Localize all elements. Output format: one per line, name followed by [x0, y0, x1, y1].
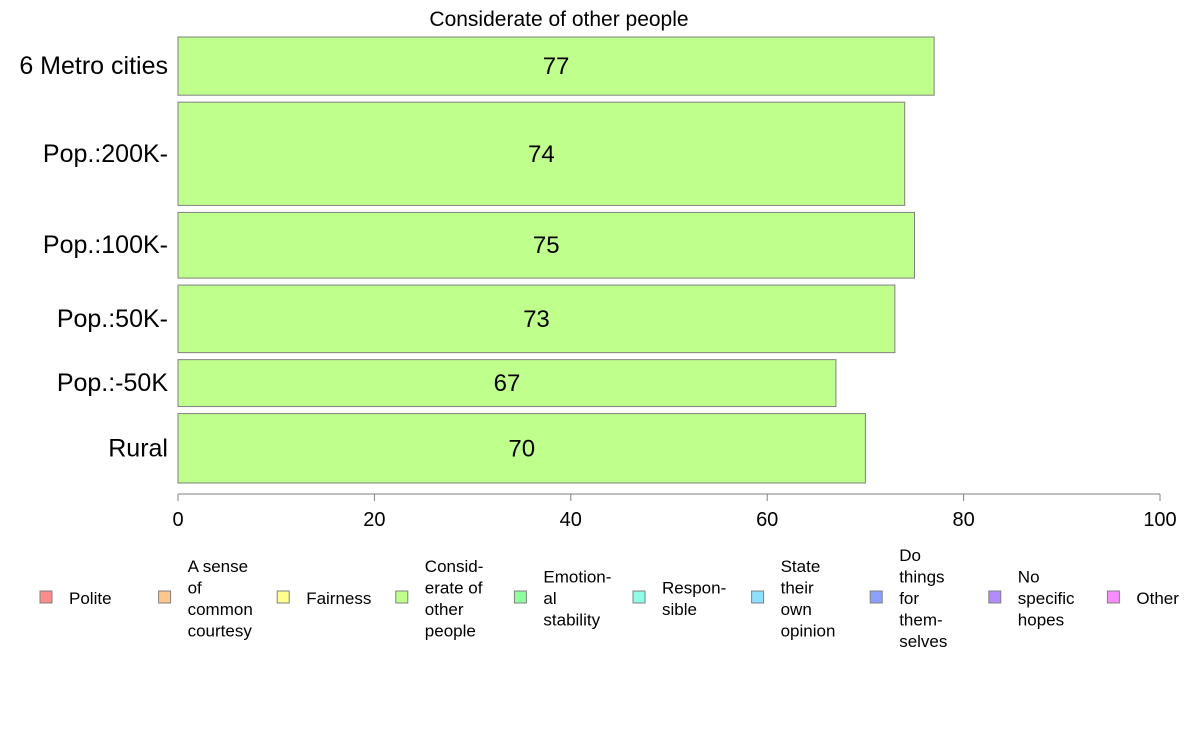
legend-label: State their own opinion	[781, 557, 836, 641]
x-tick-label: 40	[560, 509, 582, 531]
legend-label: Do things for them-selves	[899, 546, 947, 651]
category-label: Rural	[108, 434, 168, 462]
legend-item: Other	[1106, 589, 1179, 608]
legend-swatch	[1106, 590, 1120, 604]
legend-item: A sense of common courtesy	[158, 557, 253, 641]
data-label: 77	[543, 53, 570, 80]
bars: 6 Metro cities 77 Pop.:200K- 74 Pop.:100K- 75…	[19, 36, 935, 484]
data-label: 67	[494, 370, 521, 397]
legend-item: No specific hopes	[988, 568, 1075, 630]
legend-label: Fairness	[306, 589, 371, 608]
legend-label: Consid-erate of other people	[425, 557, 484, 641]
legend-label: Emotion-al stability	[543, 568, 611, 630]
legend-item: Do things for them-selves	[869, 546, 947, 651]
x-axis: 0 20 40 60 80 100	[172, 493, 1177, 531]
category-label: Pop.:100K-	[43, 231, 168, 259]
bar	[177, 359, 837, 408]
bar	[177, 101, 906, 206]
x-tick-label: 0	[172, 509, 183, 531]
legend-swatch	[395, 590, 409, 604]
legend-swatch	[751, 590, 765, 604]
data-label: 74	[528, 141, 555, 168]
legend-swatch	[39, 590, 53, 604]
legend-item: Fairness	[276, 589, 371, 608]
legend-label: A sense of common courtesy	[188, 557, 253, 641]
data-label: 70	[508, 435, 535, 462]
category-label: 6 Metro cities	[19, 52, 168, 80]
bar	[177, 211, 915, 279]
chart-title: Considerate of other people	[429, 8, 688, 31]
x-tick-label: 100	[1143, 509, 1176, 531]
legend-item: Consid-erate of other people	[395, 557, 484, 641]
x-tick-label: 60	[756, 509, 778, 531]
legend: Polite A sense of common courtesy Fairness Con…	[39, 546, 1179, 651]
legend-item: Polite	[39, 589, 112, 608]
legend-label: No specific hopes	[1018, 568, 1075, 630]
bar	[177, 284, 896, 354]
legend-item: State their own opinion	[751, 557, 836, 641]
legend-swatch	[988, 590, 1002, 604]
legend-label: Polite	[69, 589, 112, 608]
legend-swatch	[632, 590, 646, 604]
legend-item: Emotion-al stability	[513, 568, 611, 630]
category-label: Pop.:-50K	[57, 369, 169, 397]
legend-swatch	[513, 590, 527, 604]
x-tick-label: 80	[952, 509, 974, 531]
legend-swatch	[276, 590, 290, 604]
category-label: Pop.:200K-	[43, 140, 168, 168]
bar	[177, 36, 935, 96]
legend-item: Respon-sible	[632, 578, 726, 619]
legend-label: Respon-sible	[662, 578, 726, 619]
bar	[177, 413, 866, 484]
legend-swatch	[869, 590, 883, 604]
legend-swatch	[158, 590, 172, 604]
data-label: 75	[533, 232, 560, 259]
x-tick-label: 20	[363, 509, 385, 531]
category-label: Pop.:50K-	[57, 305, 168, 333]
data-label: 73	[523, 306, 550, 333]
legend-label: Other	[1136, 589, 1179, 608]
